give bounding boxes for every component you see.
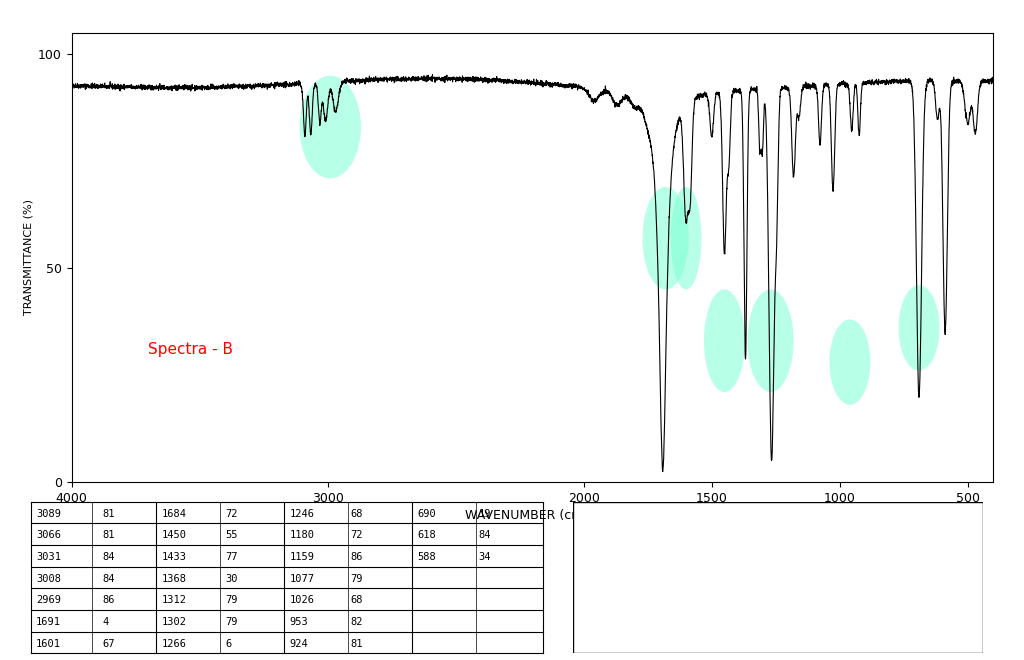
Text: 79: 79 — [350, 574, 364, 583]
Text: 72: 72 — [350, 530, 364, 541]
Text: 1433: 1433 — [162, 552, 186, 562]
Text: 690: 690 — [418, 508, 436, 519]
Text: 3008: 3008 — [36, 574, 60, 583]
Text: 6: 6 — [225, 639, 231, 649]
Ellipse shape — [899, 285, 940, 371]
Text: 86: 86 — [350, 552, 364, 562]
Text: 1302: 1302 — [162, 617, 186, 627]
Text: 1180: 1180 — [289, 530, 314, 541]
Text: 2969: 2969 — [36, 595, 60, 605]
Text: 1601: 1601 — [36, 639, 60, 649]
Text: 81: 81 — [350, 639, 364, 649]
Text: 79: 79 — [225, 617, 238, 627]
Text: Spectra - B: Spectra - B — [148, 342, 233, 356]
X-axis label: WAVENUMBER (cm-1): WAVENUMBER (cm-1) — [465, 509, 600, 521]
Text: 1691: 1691 — [36, 617, 60, 627]
Ellipse shape — [300, 76, 361, 178]
Text: 81: 81 — [102, 530, 115, 541]
Text: 84: 84 — [102, 552, 115, 562]
Text: 1026: 1026 — [289, 595, 314, 605]
Text: 1246: 1246 — [289, 508, 314, 519]
Ellipse shape — [705, 290, 745, 392]
Text: 68: 68 — [350, 595, 364, 605]
Text: 924: 924 — [289, 639, 308, 649]
Text: 4: 4 — [102, 617, 109, 627]
Text: 19: 19 — [479, 508, 492, 519]
Ellipse shape — [829, 319, 870, 405]
Ellipse shape — [643, 187, 689, 290]
Text: 84: 84 — [479, 530, 492, 541]
Text: 618: 618 — [418, 530, 436, 541]
Text: 1450: 1450 — [162, 530, 186, 541]
Text: 3031: 3031 — [36, 552, 60, 562]
Text: 588: 588 — [418, 552, 436, 562]
Text: 3066: 3066 — [36, 530, 60, 541]
Text: 68: 68 — [350, 508, 364, 519]
Text: 86: 86 — [102, 595, 115, 605]
Text: 34: 34 — [479, 552, 492, 562]
Text: 1266: 1266 — [162, 639, 186, 649]
Text: 55: 55 — [225, 530, 238, 541]
Text: 1312: 1312 — [162, 595, 186, 605]
Ellipse shape — [671, 187, 701, 290]
Text: 82: 82 — [350, 617, 364, 627]
Text: 3089: 3089 — [36, 508, 60, 519]
Y-axis label: TRANSMITTANCE (%): TRANSMITTANCE (%) — [24, 199, 34, 315]
Text: 67: 67 — [102, 639, 115, 649]
Text: 30: 30 — [225, 574, 238, 583]
Text: 1159: 1159 — [289, 552, 314, 562]
Text: 1684: 1684 — [162, 508, 186, 519]
Text: 953: 953 — [289, 617, 308, 627]
Text: 77: 77 — [225, 552, 238, 562]
Text: 81: 81 — [102, 508, 115, 519]
Text: 72: 72 — [225, 508, 238, 519]
Text: 84: 84 — [102, 574, 115, 583]
Ellipse shape — [748, 290, 794, 392]
Text: 1368: 1368 — [162, 574, 186, 583]
Text: 79: 79 — [225, 595, 238, 605]
Text: 1077: 1077 — [289, 574, 314, 583]
